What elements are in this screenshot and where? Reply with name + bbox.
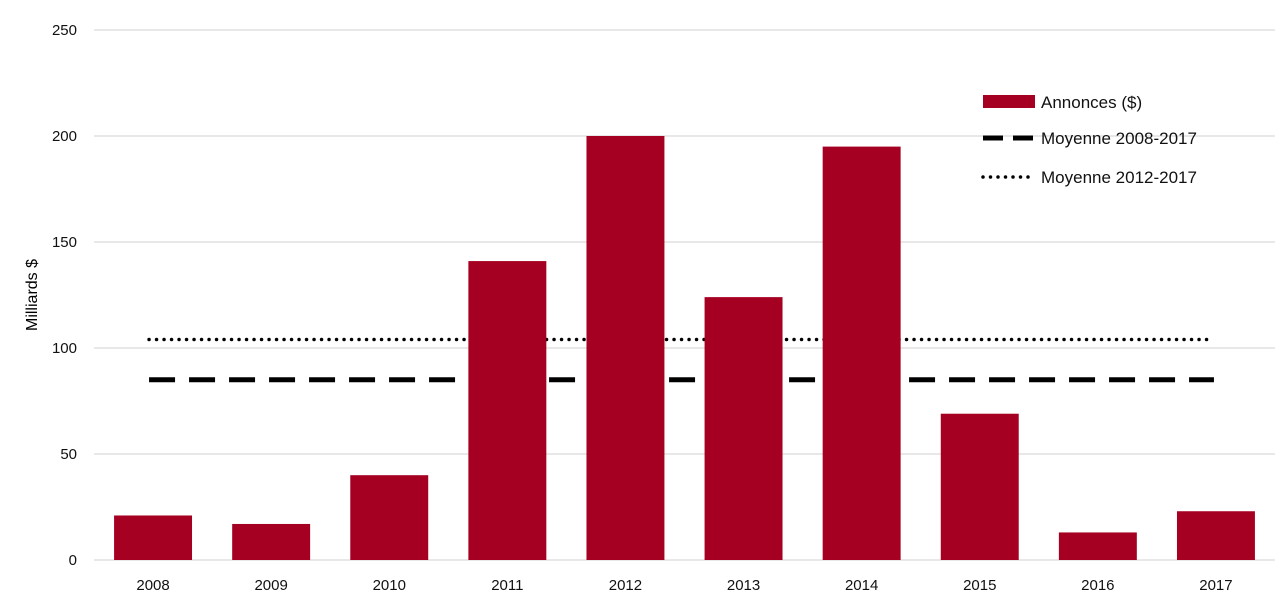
x-axis-ticks: 2008 2009 2010 2011 2012 2013 2014 2015 2016 2017 — [136, 577, 1232, 594]
x-tick-label: 2014 — [845, 577, 878, 594]
y-tick-label: 50 — [60, 446, 77, 463]
bar — [704, 297, 783, 560]
legend-item-bars: Annonces ($) — [983, 93, 1142, 112]
bar — [1058, 532, 1137, 560]
legend-dotted-label: Moyenne 2012-2017 — [1041, 168, 1197, 187]
y-tick-label: 0 — [69, 552, 77, 569]
bar — [232, 523, 311, 560]
bar — [1176, 511, 1255, 560]
legend-bar-swatch — [983, 95, 1035, 108]
bar — [586, 136, 665, 560]
x-tick-label: 2010 — [373, 577, 406, 594]
bar — [468, 261, 547, 560]
bar — [350, 475, 429, 560]
y-tick-label: 250 — [52, 22, 77, 39]
legend-item-dotted: Moyenne 2012-2017 — [981, 168, 1197, 187]
x-tick-label: 2011 — [491, 577, 523, 594]
bars — [114, 136, 1255, 560]
legend-bar-label: Annonces ($) — [1041, 93, 1142, 112]
bar — [940, 413, 1019, 560]
y-axis-title: Milliards $ — [24, 259, 41, 331]
legend-dashed-label: Moyenne 2008-2017 — [1041, 129, 1197, 148]
x-tick-label: 2016 — [1081, 577, 1114, 594]
legend: Annonces ($) Moyenne 2008-2017 Moyenne 2… — [981, 93, 1197, 187]
reference-lines — [147, 337, 1216, 383]
x-tick-label: 2013 — [727, 577, 760, 594]
x-tick-label: 2008 — [136, 577, 169, 594]
bar — [114, 515, 193, 560]
x-tick-label: 2012 — [609, 577, 642, 594]
bar — [822, 146, 901, 560]
x-tick-label: 2015 — [963, 577, 996, 594]
x-tick-label: 2009 — [254, 577, 287, 594]
y-tick-label: 100 — [52, 340, 77, 357]
y-tick-label: 150 — [52, 234, 77, 251]
y-tick-label: 200 — [52, 128, 77, 145]
legend-item-dashed: Moyenne 2008-2017 — [983, 129, 1197, 148]
y-axis-ticks: 0 50 100 150 200 250 — [52, 22, 77, 569]
x-tick-label: 2017 — [1199, 577, 1232, 594]
